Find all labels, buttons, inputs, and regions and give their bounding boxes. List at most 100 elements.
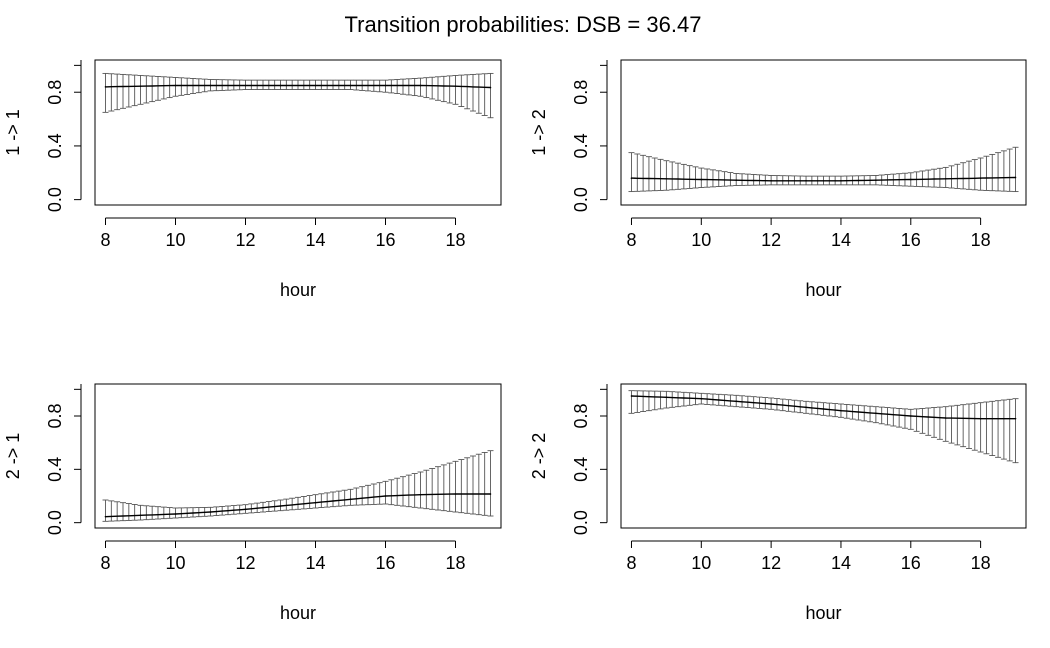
- error-bars: [628, 146, 1019, 193]
- data-point: [279, 84, 282, 87]
- data-point: [349, 498, 352, 501]
- data-point: [244, 508, 247, 511]
- x-tick-label: 16: [901, 553, 921, 573]
- x-tick-label: 12: [761, 553, 781, 573]
- data-point: [104, 515, 107, 518]
- data-point: [1014, 417, 1017, 420]
- data-point: [979, 417, 982, 420]
- data-point: [875, 412, 877, 415]
- x-tick-label: 18: [445, 553, 465, 573]
- data-point: [735, 400, 738, 403]
- x-axis-label: hour: [805, 280, 841, 300]
- data-point: [665, 178, 668, 180]
- data-point: [979, 177, 982, 179]
- data-point: [384, 84, 387, 87]
- x-tick-label: 14: [831, 230, 851, 250]
- mean-line: [105, 493, 491, 518]
- y-tick-label: 0.0: [45, 187, 65, 212]
- data-point: [840, 409, 842, 412]
- y-tick-label: 0.8: [45, 403, 65, 428]
- x-tick-label: 12: [761, 230, 781, 250]
- error-bars: [102, 72, 494, 119]
- x-tick-label: 10: [165, 553, 185, 573]
- x-tick-label: 18: [445, 230, 465, 250]
- y-axis-label: 2 -> 1: [3, 433, 23, 480]
- x-tick-label: 14: [831, 553, 851, 573]
- data-point: [805, 406, 807, 409]
- data-point: [630, 177, 633, 179]
- data-point: [489, 493, 492, 495]
- mean-line: [105, 84, 491, 89]
- y-tick-label: 0.0: [571, 510, 591, 535]
- data-point: [700, 397, 703, 400]
- data-point: [700, 178, 703, 181]
- y-tick-label: 0.4: [571, 457, 591, 482]
- x-tick-label: 10: [691, 553, 711, 573]
- data-point: [630, 395, 633, 397]
- data-point: [770, 180, 772, 182]
- x-axis-label: hour: [280, 603, 316, 623]
- data-point: [209, 84, 212, 87]
- x-tick-label: 14: [305, 230, 325, 250]
- y-axis-label: 1 -> 2: [529, 109, 549, 156]
- data-point: [419, 493, 422, 496]
- y-axis-label: 2 -> 2: [529, 433, 549, 480]
- data-point: [735, 179, 738, 181]
- y-tick-label: 0.0: [45, 510, 65, 535]
- panel-top-left: 8 10 12 14 16 18 hour 0.0 0.4 0.8 1 -> 1: [3, 59, 502, 300]
- x-tick-label: 8: [626, 553, 636, 573]
- y-tick-label: 0.8: [571, 403, 591, 428]
- x-axis-label: hour: [280, 280, 316, 300]
- x-tick-label: 18: [971, 230, 991, 250]
- data-point: [944, 417, 947, 419]
- panels: 8 10 12 14 16 18 hour 0.0 0.4 0.8 1 -> 1 8 10 12 14 16 1…: [3, 59, 1027, 623]
- x-tick-label: 16: [375, 553, 395, 573]
- error-bars: [102, 450, 494, 522]
- plot-frame: [620, 383, 1027, 529]
- data-point: [454, 493, 457, 495]
- data-point: [244, 84, 247, 87]
- x-tick-label: 16: [375, 230, 395, 250]
- data-point: [770, 403, 772, 405]
- y-axis-label: 1 -> 1: [3, 109, 23, 156]
- data-point: [139, 85, 142, 87]
- data-point: [279, 505, 282, 507]
- y-tick-label: 0.8: [571, 80, 591, 105]
- data-point: [139, 514, 142, 517]
- data-point: [174, 84, 177, 87]
- data-point: [489, 86, 492, 89]
- data-point: [349, 84, 352, 87]
- data-point: [209, 511, 212, 513]
- figure-title: Transition probabilities: DSB = 36.47: [345, 12, 702, 37]
- data-point: [314, 501, 317, 504]
- data-point: [909, 415, 912, 417]
- panel-bottom-right: 8 10 12 14 16 18 hour 0.0 0.4 0.8 2 -> 2: [529, 383, 1027, 623]
- data-point: [665, 396, 668, 399]
- data-point: [909, 178, 912, 181]
- data-point: [875, 179, 877, 181]
- mean-line: [631, 176, 1016, 182]
- x-tick-label: 8: [100, 230, 110, 250]
- data-point: [944, 178, 947, 180]
- data-point: [805, 180, 807, 182]
- data-point: [174, 513, 177, 515]
- x-tick-label: 14: [305, 553, 325, 573]
- mean-line: [631, 395, 1016, 420]
- data-point: [104, 86, 107, 88]
- data-point: [384, 495, 387, 497]
- data-point: [454, 85, 457, 87]
- x-tick-label: 8: [100, 553, 110, 573]
- x-axis-label: hour: [805, 603, 841, 623]
- x-tick-label: 10: [691, 230, 711, 250]
- y-tick-label: 0.8: [45, 80, 65, 105]
- y-tick-label: 0.0: [571, 187, 591, 212]
- data-point: [840, 180, 842, 182]
- y-tick-label: 0.4: [571, 133, 591, 158]
- plot-frame: [620, 59, 1027, 206]
- x-tick-label: 18: [971, 553, 991, 573]
- data-point: [314, 84, 317, 87]
- panel-top-right: 8 10 12 14 16 18 hour 0.0 0.4 0.8 1 -> 2: [529, 59, 1027, 300]
- data-point: [419, 84, 422, 87]
- panel-bottom-left: 8 10 12 14 16 18 hour 0.0 0.4 0.8 2 -> 1: [3, 383, 502, 623]
